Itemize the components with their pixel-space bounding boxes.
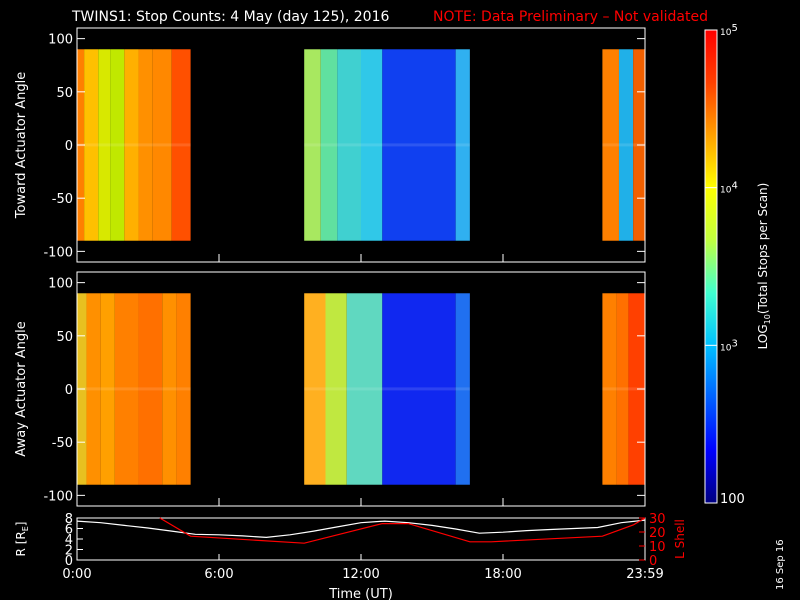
heatmap-column [171, 49, 191, 241]
heatmap-column [455, 49, 470, 241]
heatmap-column [382, 49, 456, 241]
zero-angle-streak [602, 143, 645, 147]
colorbar-tick-label: 100 [720, 492, 745, 507]
heatmap-column [382, 293, 456, 485]
y-tick-label: -100 [43, 489, 73, 504]
y2-tick-label: 10 [649, 540, 666, 555]
heatmap-column [320, 49, 338, 241]
zero-angle-streak [77, 387, 191, 391]
colorbar-scale [704, 29, 718, 504]
colorbar-label: LOG10(Total Stops per Scan) [756, 183, 772, 350]
radius-line [76, 519, 646, 539]
y-axis-label: Away Actuator Angle [14, 321, 29, 456]
heatmap-column [100, 293, 115, 485]
heatmap-column [618, 49, 634, 241]
orbit-y-axis-label: R [RE] [14, 522, 30, 557]
heatmap-column [138, 293, 163, 485]
heatmap-column [162, 293, 177, 485]
heatmap-column [628, 293, 645, 485]
y2-tick-label: 30 [649, 512, 666, 527]
heatmap-column [304, 49, 321, 241]
colorbar-tick-label: 105 [720, 23, 738, 38]
y2-tick-label: 0 [649, 554, 657, 569]
y-tick-label: 100 [48, 277, 73, 292]
heatmap-column [455, 293, 470, 485]
y-tick-label: 50 [56, 86, 73, 101]
y-tick-label: 2 [65, 544, 73, 559]
zero-angle-streak [304, 143, 470, 147]
l-shell-line [159, 517, 646, 544]
y-tick-label: 8 [65, 512, 73, 527]
zero-angle-streak [304, 387, 470, 391]
zero-angle-streak [77, 143, 191, 147]
x-tick-label: 23:59 [626, 567, 663, 582]
colorbar: 105 104 103 100 LOG10(Total Stops per Scan) [704, 23, 772, 507]
y-tick-label: 0 [65, 139, 73, 154]
heatmap-column [98, 49, 111, 241]
heatmap-column [602, 293, 617, 485]
x-tick-label: 6:00 [204, 567, 233, 582]
heatmap-column [346, 293, 383, 485]
zero-angle-streak [602, 387, 645, 391]
y-tick-label: -100 [43, 245, 73, 260]
x-axis-label: Time (UT) [328, 587, 393, 600]
preliminary-note: NOTE: Data Preliminary – Not validated [433, 9, 708, 25]
figure-title: TWINS1: Stop Counts: 4 May (day 125), 20… [71, 9, 389, 25]
heatmap-column [84, 49, 99, 241]
colorbar-tick-label: 103 [720, 338, 738, 353]
y2-tick-label: 20 [649, 526, 666, 541]
heatmap-column [602, 49, 619, 241]
x-tick-label: 18:00 [484, 567, 521, 582]
heatmap-column [616, 293, 629, 485]
y-tick-label: 100 [48, 33, 73, 48]
toward-angle-heatmap: 100 50 0 -50 -100 Toward Actuator Angle [14, 27, 646, 263]
x-tick-label: 12:00 [342, 567, 379, 582]
heatmap-column [110, 49, 125, 241]
heatmap-column [325, 293, 347, 485]
y-tick-label: 0 [65, 554, 73, 569]
y-tick-label: 0 [65, 383, 73, 398]
colorbar-tick-label: 104 [720, 181, 738, 196]
y-tick-label: 6 [65, 523, 73, 538]
heatmap-column [304, 293, 326, 485]
y-tick-label: 4 [65, 533, 73, 548]
heatmap-column [152, 49, 172, 241]
heatmap-column [114, 293, 139, 485]
away-angle-heatmap: 100 50 0 -50 -100 Away Actuator Angle [14, 271, 646, 507]
heatmap-column [361, 49, 383, 241]
orbit-plot-frame [76, 517, 646, 561]
processing-date-stamp: 16 Sep 16 [775, 539, 786, 590]
y-tick-label: -50 [52, 436, 73, 451]
y-tick-label: 50 [56, 330, 73, 345]
x-tick-label: 0:00 [62, 567, 91, 582]
heatmap-column [176, 293, 191, 485]
heatmap-column [138, 49, 153, 241]
heatmap-column [337, 49, 361, 241]
heatmap-column [124, 49, 139, 241]
y-axis-label: Toward Actuator Angle [14, 72, 29, 219]
orbit-y2-axis-label: L Shell [673, 519, 687, 559]
heatmap-column [86, 293, 101, 485]
y-tick-label: -50 [52, 192, 73, 207]
